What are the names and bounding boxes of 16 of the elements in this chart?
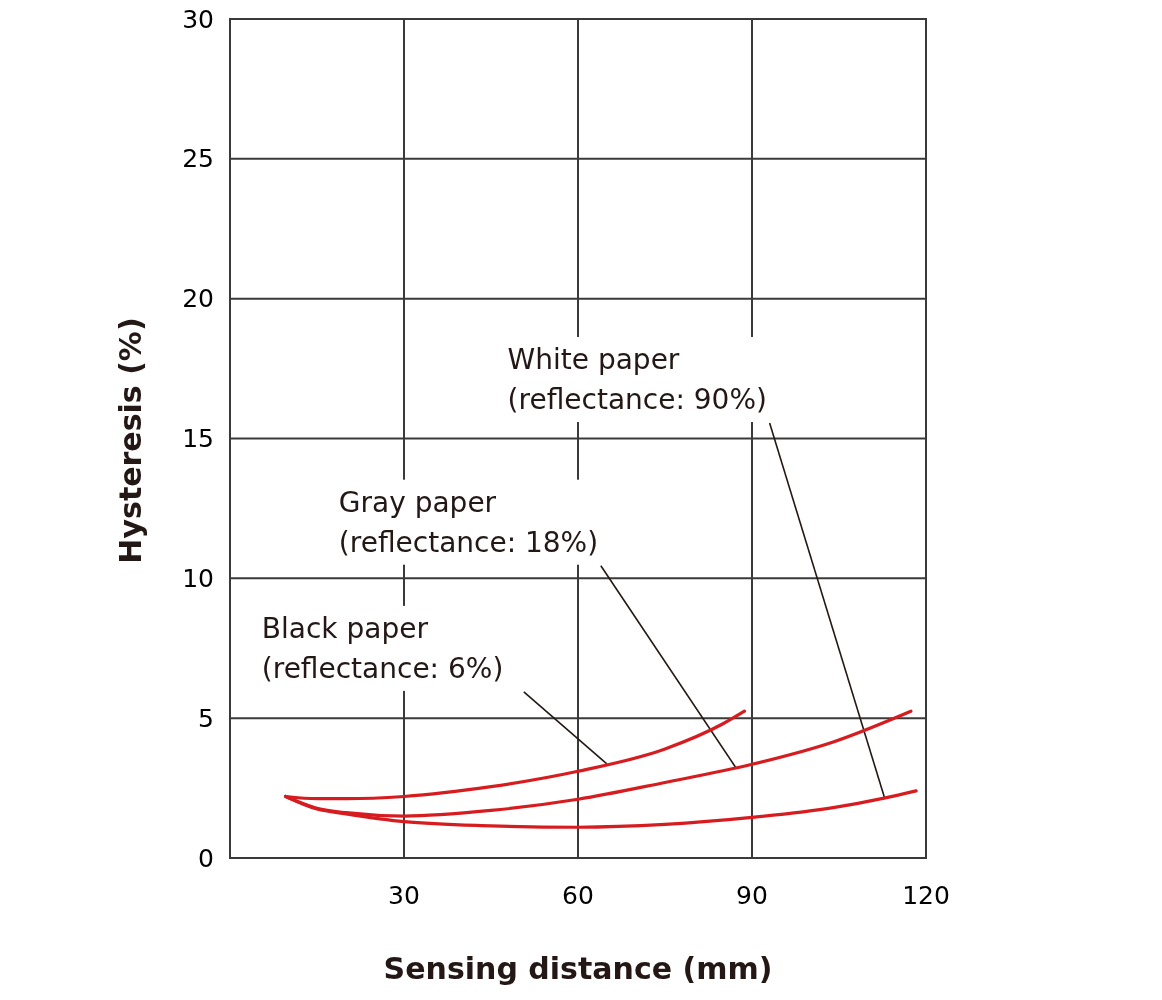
y-tick-label: 25 [182, 144, 214, 174]
x-tick-label: 30 [388, 880, 420, 910]
y-tick-label: 20 [182, 284, 214, 314]
y-axis-title: Hysteresis (%) [112, 317, 148, 564]
y-tick-label: 30 [182, 4, 214, 34]
x-axis-title: Sensing distance (mm) [383, 950, 773, 986]
y-tick-label: 15 [182, 424, 214, 453]
x-tick-label: 60 [562, 880, 594, 910]
y-tick-label: 5 [198, 703, 214, 733]
text: Black paper (reflectance: 6%) [261, 611, 504, 685]
y-tick-label: 0 [198, 843, 214, 873]
y-tick-label: 10 [182, 563, 214, 593]
x-tick-label: 120 [902, 880, 950, 910]
x-tick-label: 90 [736, 880, 768, 910]
text: White paper (reflectance: 90%) [507, 343, 767, 417]
text: Gray paper (reflectance: 18%) [338, 485, 599, 559]
